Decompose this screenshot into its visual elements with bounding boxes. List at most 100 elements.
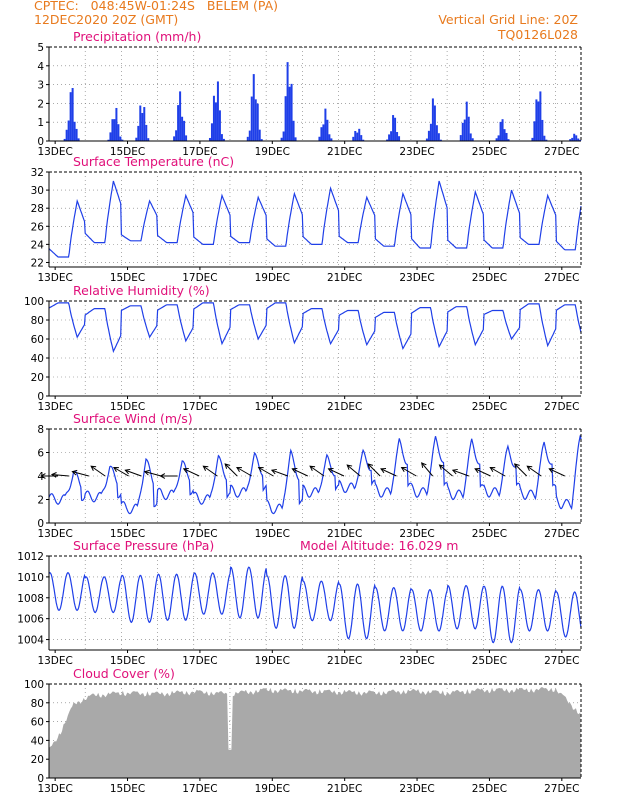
precip-bar (507, 139, 510, 141)
panel-title: Precipitation (mm/h) (73, 29, 201, 44)
precip-bar (531, 137, 534, 141)
panel-title: Cloud Cover (%) (73, 666, 175, 681)
precip-bar (256, 103, 259, 141)
precip-bar (360, 135, 363, 141)
y-tick-label: 1010 (17, 572, 44, 584)
x-tick-label: 17DEC (182, 272, 217, 284)
wind-arrow (513, 463, 528, 477)
x-tick-label: 13DEC (37, 655, 72, 667)
wind-arrow (112, 466, 129, 477)
precip-bar (115, 107, 118, 141)
x-tick-label: 17DEC (182, 146, 217, 158)
precip-bar (392, 115, 395, 141)
x-tick-label: 25DEC (472, 783, 507, 795)
x-tick-label: 13DEC (37, 783, 72, 795)
y-tick-label: 0 (37, 136, 44, 148)
x-tick-label: 23DEC (399, 146, 434, 158)
y-tick-label: 1 (37, 117, 44, 129)
x-tick-label: 25DEC (472, 401, 507, 413)
precip-bar (388, 134, 391, 141)
y-tick-label: 22 (31, 257, 44, 269)
x-tick-label: 21DEC (327, 272, 362, 284)
precip-bar (435, 125, 438, 141)
panel-title: Surface Temperature (nC) (73, 154, 234, 169)
precip-bar (220, 134, 223, 141)
wind-arrow (367, 463, 381, 477)
series-line (48, 180, 582, 258)
x-tick-label: 17DEC (182, 528, 217, 540)
y-tick-label: 4 (37, 471, 44, 483)
panel-2 (46, 171, 582, 270)
y-tick-label: 1008 (17, 593, 44, 605)
y-tick-label: 40 (31, 735, 44, 747)
wind-arrow (327, 467, 345, 477)
x-tick-label: 25DEC (472, 272, 507, 284)
precip-bar (71, 88, 74, 141)
precip-bar (260, 139, 263, 141)
x-tick-label: 23DEC (399, 401, 434, 413)
precip-bar (539, 91, 542, 141)
precip-bar (177, 105, 180, 141)
panel-6 (46, 683, 582, 781)
x-tick-label: 17DEC (182, 783, 217, 795)
precip-bar (535, 99, 538, 141)
precip-bar (533, 121, 536, 141)
precip-bar (214, 102, 217, 141)
precip-bar (69, 92, 72, 141)
precip-bar (543, 135, 546, 141)
precip-bar (137, 125, 140, 141)
precip-bar (284, 96, 287, 141)
series-line (48, 302, 582, 354)
precip-bar (254, 99, 257, 141)
x-tick-label: 23DEC (399, 272, 434, 284)
x-tick-label: 23DEC (399, 783, 434, 795)
precip-bar (185, 135, 188, 141)
y-tick-label: 30 (31, 185, 44, 197)
precip-bar (246, 136, 249, 141)
x-tick-label: 27DEC (544, 655, 579, 667)
y-tick-label: 24 (31, 239, 45, 251)
precip-bar (569, 139, 572, 141)
precip-bar (433, 105, 436, 141)
precip-bar (135, 137, 138, 141)
y-tick-label: 100 (24, 679, 44, 691)
x-tick-label: 15DEC (110, 272, 145, 284)
precip-bar (290, 83, 293, 141)
wind-arrow (270, 468, 289, 477)
x-tick-label: 13DEC (37, 528, 72, 540)
wind-arrow (90, 465, 106, 477)
precip-bar (352, 136, 355, 141)
x-tick-label: 25DEC (472, 146, 507, 158)
precip-bar (573, 133, 576, 141)
wind-arrow (224, 463, 238, 477)
x-tick-label: 27DEC (544, 528, 579, 540)
precip-bar (208, 137, 211, 141)
precip-bar (429, 123, 432, 141)
panel-4 (40, 428, 582, 526)
x-tick-label: 15DEC (110, 401, 145, 413)
precip-bar (501, 119, 504, 141)
precip-bar (111, 119, 114, 141)
precip-bar (77, 138, 80, 141)
precip-bar (398, 136, 401, 141)
wind-arrow (400, 466, 417, 477)
panel-title: Surface Pressure (hPa) (73, 538, 214, 553)
x-tick-label: 21DEC (327, 783, 362, 795)
precip-bar (463, 119, 466, 141)
wind-arrow (124, 468, 142, 477)
precip-bar (73, 121, 76, 141)
precip-bar (465, 101, 468, 141)
wind-arrow (380, 467, 397, 477)
x-tick-label: 15DEC (110, 655, 145, 667)
precip-bar (288, 86, 291, 141)
y-tick-label: 8 (37, 424, 44, 436)
y-tick-label: 28 (31, 203, 44, 215)
precip-bar (286, 62, 289, 142)
x-tick-label: 17DEC (182, 401, 217, 413)
x-tick-label: 13DEC (37, 146, 72, 158)
precip-bar (495, 138, 498, 141)
series-line (48, 566, 582, 644)
panel-title: Surface Wind (m/s) (73, 411, 193, 426)
panel-1 (46, 46, 582, 144)
